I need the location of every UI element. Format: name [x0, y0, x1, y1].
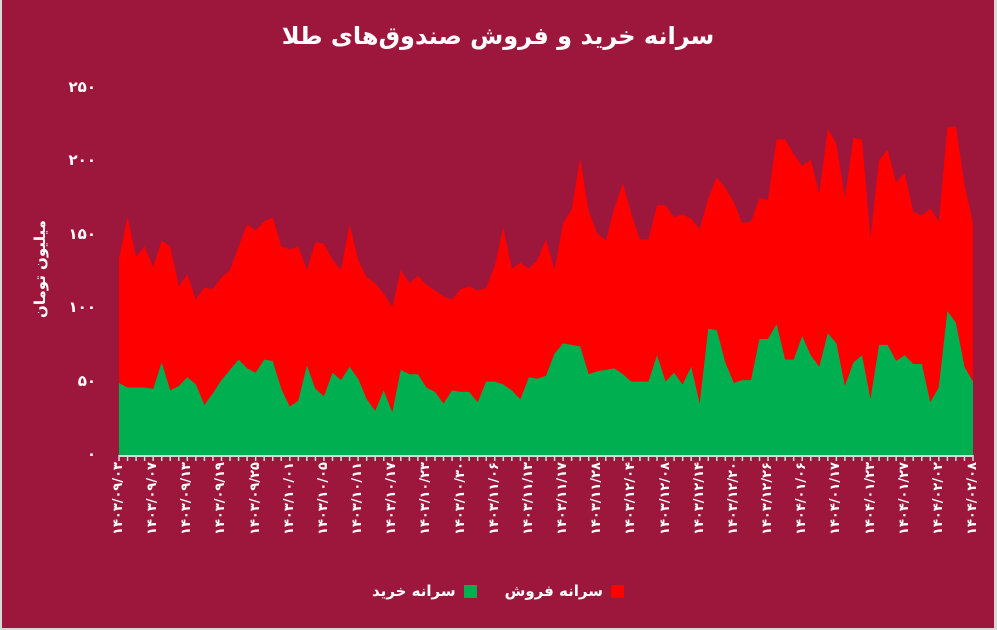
y-tick-label: ۲۵۰: [68, 78, 96, 96]
x-tick-label: ۱۴۰۴/۰۱/۱۷: [828, 462, 844, 535]
x-tick-label: ۱۴۰۳/۰۹/۱۳: [179, 462, 195, 535]
y-tick-label: ۱۵۰: [68, 224, 96, 243]
legend-item-buy: سرانه خرید: [372, 582, 477, 600]
chart-title: سرانه خرید و فروش صندوق‌های طلا: [281, 22, 715, 50]
x-tick-label: ۱۴۰۳/۱۲/۲۶: [760, 462, 776, 535]
x-tick-label: ۱۴۰۴/۰۱/۲۷: [896, 462, 912, 535]
x-tick-label: ۱۴۰۳/۱۰/۲۳: [418, 462, 434, 535]
x-tick-label: ۱۴۰۴/۰۱/۲۳: [862, 462, 878, 535]
legend-buy-label: سرانه خرید: [372, 582, 456, 600]
x-tick-label: ۱۴۰۳/۱۱/۲۸: [589, 462, 605, 535]
legend-item-sell: سرانه فروش: [505, 582, 624, 600]
x-tick-label: ۱۴۰۴/۰۲/۰۲: [930, 462, 946, 535]
x-tick-label: ۱۴۰۳/۰۹/۰۳: [111, 462, 126, 535]
buy-area-series: [119, 311, 973, 455]
x-tick-label: ۱۴۰۴/۰۱/۰۶: [794, 462, 810, 535]
x-tick-label: ۱۴۰۳/۱۰/۱۷: [384, 462, 400, 535]
x-tick-label: ۱۴۰۳/۱۲/۱۴: [691, 462, 707, 535]
legend-sell-label: سرانه فروش: [504, 582, 603, 600]
x-tick-label: ۱۴۰۳/۱۱/۱۷: [555, 462, 571, 535]
y-tick-label: ۵۰: [77, 371, 96, 390]
x-tick-label: ۱۴۰۳/۱۱/۰۶: [486, 462, 502, 535]
x-tick-label: ۱۴۰۳/۱۰/۰۱: [281, 462, 297, 535]
x-tick-label: ۱۴۰۳/۱۲/۲۰: [725, 462, 741, 535]
x-tick-label: ۱۴۰۳/۱۰/۱۱: [350, 462, 366, 535]
x-tick-label: ۱۴۰۳/۱۲/۰۸: [657, 462, 673, 535]
x-tick-label: ۱۴۰۳/۱۱/۱۳: [520, 462, 536, 535]
sell-swatch-icon: [611, 584, 624, 598]
buy-swatch-icon: [463, 584, 477, 598]
x-tick-label: ۱۴۰۳/۰۹/۱۹: [213, 462, 229, 535]
x-tick-label: ۱۴۰۳/۱۰/۳۰: [452, 462, 468, 535]
x-tick-label: ۱۴۰۳/۰۹/۲۵: [247, 462, 263, 535]
y-tick-label: ۱۰۰: [68, 298, 96, 317]
y-tick-label: ۰: [86, 445, 96, 463]
y-tick-label: ۲۰۰: [68, 151, 96, 170]
x-axis-ticks: [118, 455, 974, 461]
x-tick-label: ۱۴۰۳/۱۲/۰۴: [623, 462, 639, 535]
x-tick-label: ۱۴۰۳/۰۹/۰۷: [145, 462, 161, 535]
legend: سرانه فروش سرانه خرید: [2, 582, 994, 600]
x-tick-label: ۱۴۰۳/۱۰/۰۵: [315, 462, 331, 535]
x-tick-label: ۱۴۰۴/۰۲/۰۸: [965, 462, 980, 535]
